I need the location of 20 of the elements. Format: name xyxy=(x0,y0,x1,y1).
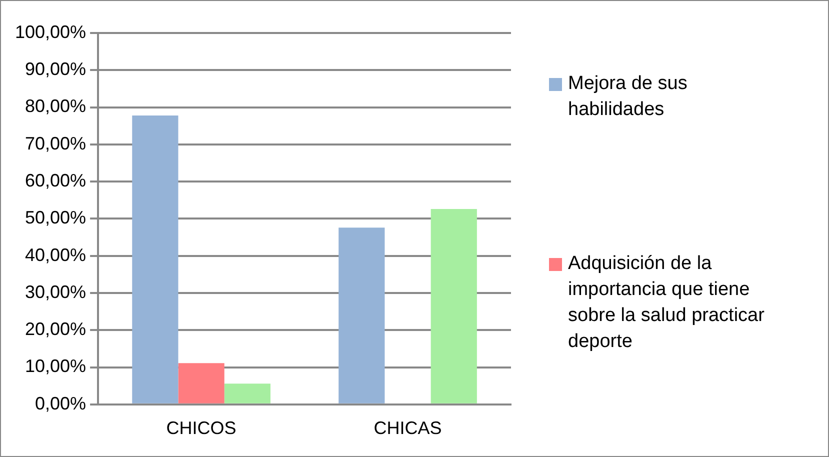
bar xyxy=(224,384,270,404)
y-tick-label: 50,00% xyxy=(24,208,86,228)
y-tick-label: 30,00% xyxy=(24,282,86,302)
bar xyxy=(132,115,178,404)
legend-label: Mejora de sus habilidades xyxy=(568,72,688,122)
y-tick-label: 40,00% xyxy=(24,244,86,265)
y-tick-label: 70,00% xyxy=(24,133,86,154)
x-tick-label: CHICOS xyxy=(166,418,236,438)
y-tick-label: 60,00% xyxy=(24,170,86,191)
y-tick-label: 80,00% xyxy=(24,96,86,116)
bar xyxy=(338,228,385,404)
x-tick-label: CHICAS xyxy=(374,418,442,438)
y-tick-label: 100,00% xyxy=(14,22,86,42)
y-tick-label: 10,00% xyxy=(24,356,86,376)
bar xyxy=(178,363,224,404)
y-tick-label: 90,00% xyxy=(24,59,86,80)
y-tick-label: 20,00% xyxy=(24,319,86,340)
bar xyxy=(430,209,477,404)
y-tick-label: 0,00% xyxy=(35,393,86,414)
legend-label: Adquisición de la importancia que tiene sobre la salud practicar deporte xyxy=(568,252,766,354)
